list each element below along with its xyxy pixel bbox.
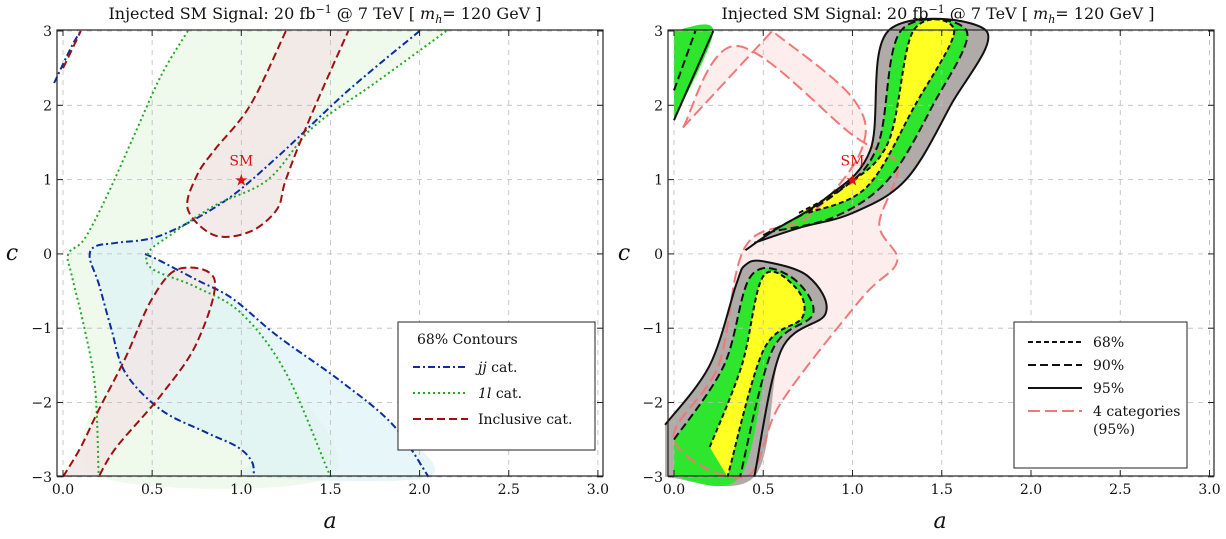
x-tick-label: 1.0 [230, 482, 252, 498]
lower-contour-95% [664, 259, 828, 478]
right-sm-marker: SM ★ [841, 154, 865, 190]
y-tick-label: −3 [31, 470, 52, 486]
y-tick-label: 0 [654, 247, 663, 263]
y-tick-label: −3 [642, 470, 663, 486]
right-chart-ticks: 0.0 0.5 1.0 1.5 2.0 2.5 3.0 3 2 1 0 −1 −2 −3 [642, 24, 1220, 498]
left-chart-contours [53, 30, 447, 478]
legend-label: 68% [1093, 335, 1124, 351]
contour-line-jj [144, 252, 430, 478]
contour-line-inclusive [62, 266, 217, 478]
contour-line-1l [145, 30, 447, 478]
y-tick-label: 2 [43, 98, 52, 114]
right-legend-box [1013, 321, 1188, 469]
y-tick-label: 1 [654, 173, 663, 189]
y-tick-label: 2 [654, 98, 663, 114]
left-y-axis-label: c [6, 241, 18, 266]
legend-label: Inclusive cat. [478, 412, 572, 428]
x-tick-label: 2.5 [498, 482, 520, 498]
x-tick-label: 2.0 [1020, 482, 1042, 498]
left-legend-title: 68% Contours [417, 332, 518, 348]
lower-band-68-fill [709, 271, 805, 477]
y-tick-label: 0 [43, 247, 52, 263]
y-tick-label: −1 [31, 321, 52, 337]
left-sm-label: SM [229, 154, 253, 170]
left-chart-fills [63, 31, 447, 489]
right-legend: 68% 90% 95% 4 categories (95%) [1013, 321, 1188, 469]
lower-contour-68% [708, 270, 806, 478]
y-tick-label: −2 [31, 396, 52, 412]
legend-label: (95%) [1093, 422, 1135, 438]
corner-contour-90 [673, 30, 697, 91]
legend-label: 90% [1093, 358, 1124, 374]
x-tick-label: 1.0 [841, 482, 863, 498]
left-x-axis-label: a [323, 509, 336, 534]
upper-band-68-fill [799, 19, 955, 214]
y-tick-label: −2 [642, 396, 663, 412]
y-tick-label: 3 [654, 24, 663, 40]
x-tick-label: 0.5 [752, 482, 774, 498]
x-tick-label: 0.5 [141, 482, 163, 498]
right-chart: Injected SM Signal: 20 fb−1 @ 7 TeV [ mh… [618, 3, 1221, 534]
left-legend: 68% Contours jj cat. 1l cat. Inclusive cat… [397, 321, 596, 451]
x-tick-label: 0.0 [663, 482, 685, 498]
legend-label: jj cat. [475, 360, 517, 376]
legend-label: 95% [1093, 381, 1124, 397]
left-chart: Injected SM Signal: 20 fb−1 @ 7 TeV [ mh… [6, 3, 609, 534]
four-category-contour [672, 29, 899, 479]
right-chart-contours [664, 17, 990, 479]
right-y-axis-label: c [618, 241, 630, 266]
contour-line-inclusive [62, 30, 82, 69]
upper-contour-95% [744, 17, 990, 252]
left-chart-title: Injected SM Signal: 20 fb−1 @ 7 TeV [ mh… [108, 3, 541, 26]
x-tick-label: 0.0 [52, 482, 74, 498]
lower-contour-90% [673, 267, 815, 478]
x-tick-label: 3.0 [587, 482, 609, 498]
left-chart-ticks: 0.0 0.5 1.0 1.5 2.0 2.5 3.0 3 2 1 0 −1 −2 −3 [31, 24, 609, 498]
upper-contour-68% [798, 18, 956, 214]
x-tick-label: 2.0 [408, 482, 430, 498]
right-plot-frame [667, 29, 1215, 477]
right-x-axis-label: a [933, 509, 946, 534]
contour-line-inclusive [186, 30, 350, 238]
right-chart-fills [665, 18, 989, 487]
legend-label: 4 categories [1093, 404, 1181, 420]
band-fill-inclusive-upper [187, 31, 349, 237]
y-tick-label: −1 [642, 321, 663, 337]
y-tick-label: 3 [43, 24, 52, 40]
right-sm-star-icon: ★ [845, 171, 859, 190]
left-legend-box [397, 321, 596, 451]
y-tick-label: 1 [43, 173, 52, 189]
x-tick-label: 3.0 [1198, 482, 1220, 498]
x-tick-label: 1.5 [931, 482, 953, 498]
band-fill-inclusive-lower [63, 267, 216, 477]
corner-contour-95 [673, 30, 715, 121]
x-tick-label: 2.5 [1109, 482, 1131, 498]
right-sm-label: SM [841, 154, 865, 170]
legend-label: 1l cat. [478, 386, 522, 402]
x-tick-label: 1.5 [319, 482, 341, 498]
contour-line-jj [88, 30, 421, 477]
contour-line-1l [66, 30, 189, 477]
right-chart-title: Injected SM Signal: 20 fb−1 @ 7 TeV [ mh… [721, 3, 1154, 26]
left-sm-star-icon: ★ [234, 171, 248, 190]
left-sm-marker: SM ★ [229, 154, 253, 190]
